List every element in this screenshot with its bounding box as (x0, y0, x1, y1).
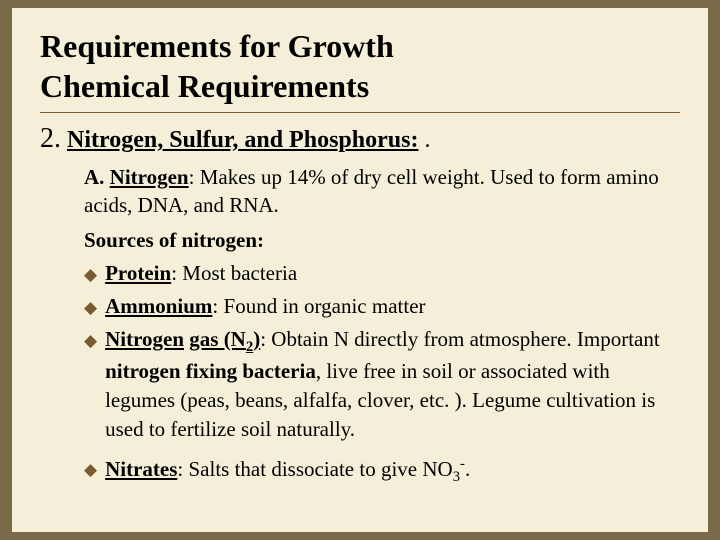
section-heading: Nitrogen, Sulfur, and Phosphorus: (67, 127, 418, 153)
title-block: Requirements for Growth Chemical Require… (40, 26, 680, 113)
slide: Requirements for Growth Chemical Require… (12, 8, 708, 532)
title-line-1: Requirements for Growth (40, 26, 680, 66)
diamond-icon: ◆ (84, 296, 97, 321)
sub-a-label: Nitrogen (110, 165, 189, 189)
bullet-ngas-label2: gas (N (189, 327, 246, 351)
bullet-ngas-label1: Nitrogen (105, 327, 184, 351)
bullet-ngas-colon: : (260, 327, 271, 351)
bullet-protein-text: Most bacteria (182, 261, 297, 285)
sources-label: Sources of nitrogen: (84, 228, 680, 253)
section-number: 2. (40, 123, 61, 155)
sub-a-prefix: A. (84, 165, 110, 189)
bullet-ngas-bold: nitrogen fixing bacteria (105, 359, 316, 383)
bullet-nitrates: ◆ Nitrates: Salts that dissociate to giv… (84, 454, 680, 487)
section-trail: . (418, 127, 430, 153)
bullet-protein: ◆ Protein: Most bacteria (84, 259, 680, 288)
section-heading-row: 2. Nitrogen, Sulfur, and Phosphorus: . (40, 123, 680, 155)
bullet-ammonium-colon: : (212, 294, 223, 318)
bullet-nitrogen-gas: ◆ Nitrogen gas (N2): Obtain N directly f… (84, 325, 680, 444)
bullet-nitrates-post: . (465, 457, 470, 481)
bullet-protein-colon: : (171, 261, 182, 285)
sub-a-colon: : (189, 165, 200, 189)
bullet-nitrates-pre: Salts that dissociate to give NO (188, 457, 452, 481)
diamond-icon: ◆ (84, 458, 97, 487)
diamond-icon: ◆ (84, 263, 97, 288)
diamond-icon: ◆ (84, 329, 97, 444)
bullet-nitrates-label: Nitrates (105, 457, 177, 481)
title-line-2: Chemical Requirements (40, 66, 680, 106)
bullet-ammonium-label: Ammonium (105, 294, 212, 318)
bullet-nitrates-colon: : (177, 457, 188, 481)
bullet-ammonium: ◆ Ammonium: Found in organic matter (84, 292, 680, 321)
bullet-protein-label: Protein (105, 261, 171, 285)
bullet-nitrates-sub: 3 (453, 469, 460, 485)
bullet-ngas-pre: Obtain N directly from atmosphere. Impor… (271, 327, 659, 351)
bullet-ammonium-text: Found in organic matter (224, 294, 426, 318)
sub-item-a: A. Nitrogen: Makes up 14% of dry cell we… (84, 163, 680, 220)
